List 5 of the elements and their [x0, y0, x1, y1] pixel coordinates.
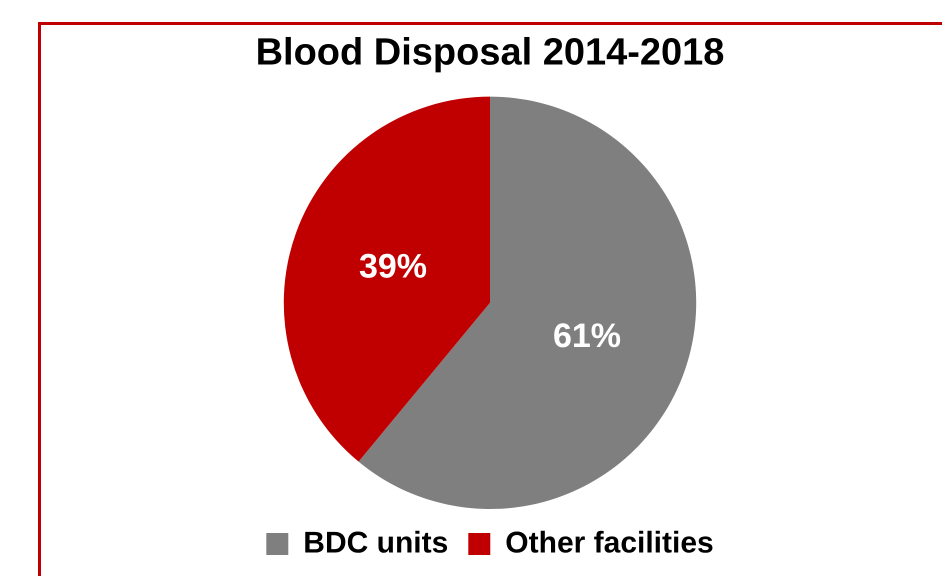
data-label: 39%: [358, 247, 428, 286]
legend-label: BDC units: [303, 526, 448, 560]
chart-title: Blood Disposal 2014-2018: [256, 31, 724, 74]
data-label: 61%: [552, 317, 622, 356]
legend-label: Other facilities: [505, 526, 714, 560]
